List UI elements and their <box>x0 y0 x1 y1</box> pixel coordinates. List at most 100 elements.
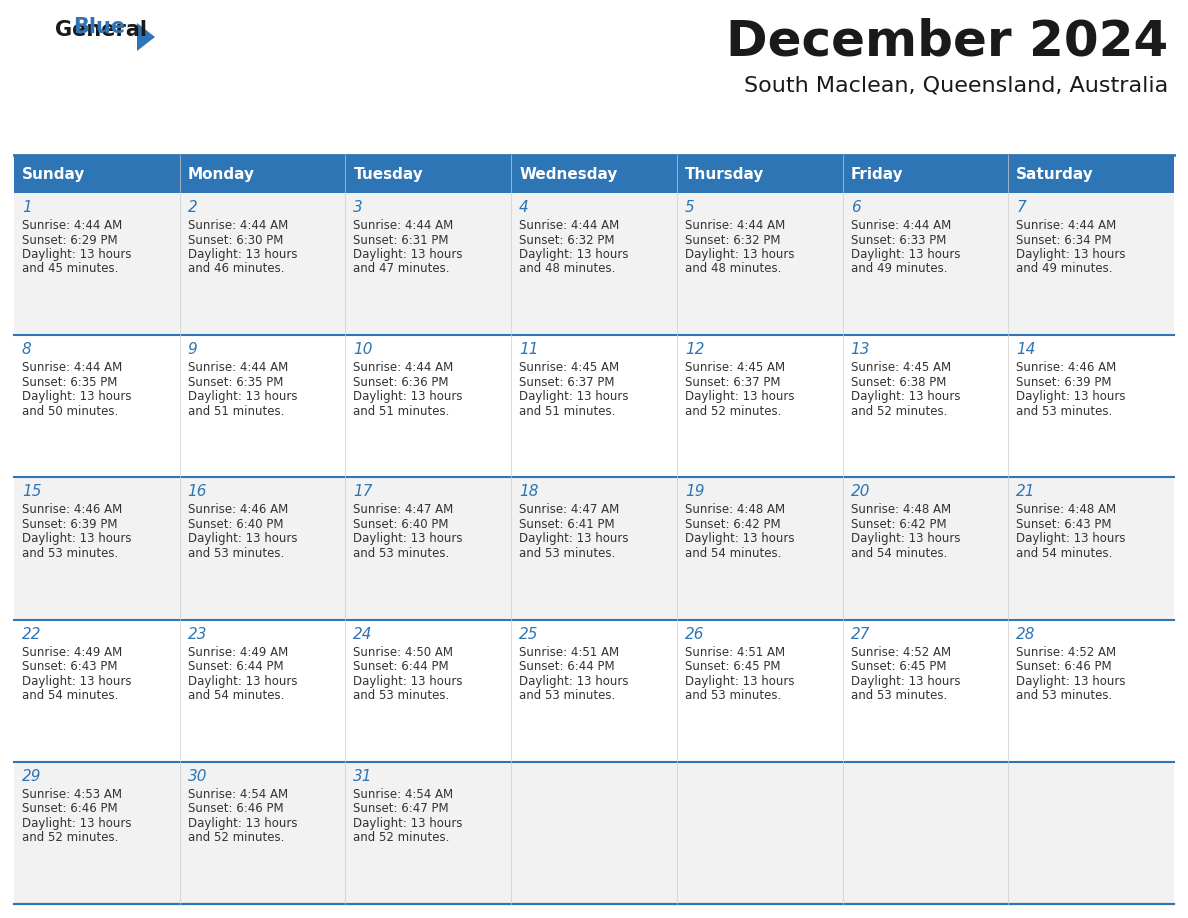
Text: and 53 minutes.: and 53 minutes. <box>353 689 450 702</box>
Text: Sunset: 6:38 PM: Sunset: 6:38 PM <box>851 375 946 388</box>
Text: and 52 minutes.: and 52 minutes. <box>684 405 782 418</box>
Text: Daylight: 13 hours: Daylight: 13 hours <box>519 532 628 545</box>
Text: and 53 minutes.: and 53 minutes. <box>353 547 450 560</box>
Text: 9: 9 <box>188 342 197 357</box>
Text: Sunrise: 4:44 AM: Sunrise: 4:44 AM <box>684 219 785 232</box>
Text: Sunrise: 4:51 AM: Sunrise: 4:51 AM <box>684 645 785 658</box>
Bar <box>346 335 511 477</box>
Bar <box>677 620 842 762</box>
Bar <box>842 620 1009 762</box>
Text: and 53 minutes.: and 53 minutes. <box>1016 405 1112 418</box>
Text: Sunrise: 4:44 AM: Sunrise: 4:44 AM <box>23 361 122 375</box>
Text: Sunset: 6:39 PM: Sunset: 6:39 PM <box>23 518 118 531</box>
Text: Daylight: 13 hours: Daylight: 13 hours <box>23 532 132 545</box>
Text: Sunset: 6:29 PM: Sunset: 6:29 PM <box>23 233 118 247</box>
Bar <box>842 477 1009 620</box>
Text: 11: 11 <box>519 342 538 357</box>
Text: Sunrise: 4:52 AM: Sunrise: 4:52 AM <box>851 645 950 658</box>
Bar <box>179 620 346 762</box>
Text: Sunrise: 4:46 AM: Sunrise: 4:46 AM <box>23 503 122 517</box>
Text: Daylight: 13 hours: Daylight: 13 hours <box>188 675 297 688</box>
Text: Sunrise: 4:54 AM: Sunrise: 4:54 AM <box>353 788 454 800</box>
Text: and 51 minutes.: and 51 minutes. <box>519 405 615 418</box>
Text: 24: 24 <box>353 627 373 642</box>
Text: Sunrise: 4:52 AM: Sunrise: 4:52 AM <box>1016 645 1117 658</box>
Text: Sunset: 6:42 PM: Sunset: 6:42 PM <box>684 518 781 531</box>
Text: Sunset: 6:47 PM: Sunset: 6:47 PM <box>353 802 449 815</box>
Text: Sunset: 6:37 PM: Sunset: 6:37 PM <box>519 375 614 388</box>
Text: 20: 20 <box>851 485 870 499</box>
Text: Daylight: 13 hours: Daylight: 13 hours <box>1016 532 1126 545</box>
Text: Sunrise: 4:53 AM: Sunrise: 4:53 AM <box>23 788 122 800</box>
Bar <box>511 193 677 335</box>
Text: Daylight: 13 hours: Daylight: 13 hours <box>23 248 132 261</box>
Text: Daylight: 13 hours: Daylight: 13 hours <box>1016 390 1126 403</box>
Text: and 54 minutes.: and 54 minutes. <box>684 547 782 560</box>
Bar <box>842 762 1009 904</box>
Text: 7: 7 <box>1016 200 1026 215</box>
Text: Daylight: 13 hours: Daylight: 13 hours <box>188 248 297 261</box>
Text: and 54 minutes.: and 54 minutes. <box>188 689 284 702</box>
Text: Sunrise: 4:44 AM: Sunrise: 4:44 AM <box>188 361 287 375</box>
Text: Daylight: 13 hours: Daylight: 13 hours <box>23 675 132 688</box>
Text: 1: 1 <box>23 200 32 215</box>
Text: Sunset: 6:43 PM: Sunset: 6:43 PM <box>23 660 118 673</box>
Bar <box>511 477 677 620</box>
Text: Daylight: 13 hours: Daylight: 13 hours <box>851 532 960 545</box>
Text: 30: 30 <box>188 768 207 784</box>
Text: Sunrise: 4:44 AM: Sunrise: 4:44 AM <box>353 361 454 375</box>
Text: 14: 14 <box>1016 342 1036 357</box>
Text: Sunrise: 4:46 AM: Sunrise: 4:46 AM <box>1016 361 1117 375</box>
Text: Daylight: 13 hours: Daylight: 13 hours <box>851 390 960 403</box>
Bar <box>677 335 842 477</box>
Bar <box>511 620 677 762</box>
Text: Sunset: 6:30 PM: Sunset: 6:30 PM <box>188 233 283 247</box>
Text: Daylight: 13 hours: Daylight: 13 hours <box>353 817 463 830</box>
Text: and 50 minutes.: and 50 minutes. <box>23 405 119 418</box>
Bar <box>1009 193 1174 335</box>
Text: Saturday: Saturday <box>1016 166 1094 182</box>
Text: Sunset: 6:31 PM: Sunset: 6:31 PM <box>353 233 449 247</box>
Text: Friday: Friday <box>851 166 903 182</box>
Text: and 54 minutes.: and 54 minutes. <box>851 547 947 560</box>
Text: and 51 minutes.: and 51 minutes. <box>188 405 284 418</box>
Text: and 53 minutes.: and 53 minutes. <box>851 689 947 702</box>
Text: Sunrise: 4:44 AM: Sunrise: 4:44 AM <box>519 219 619 232</box>
Bar <box>1009 155 1174 193</box>
Text: and 53 minutes.: and 53 minutes. <box>519 547 615 560</box>
Text: and 53 minutes.: and 53 minutes. <box>1016 689 1112 702</box>
Text: Sunday: Sunday <box>23 166 86 182</box>
Text: Blue: Blue <box>72 17 125 37</box>
Text: Sunset: 6:41 PM: Sunset: 6:41 PM <box>519 518 614 531</box>
Text: Daylight: 13 hours: Daylight: 13 hours <box>188 817 297 830</box>
Text: Daylight: 13 hours: Daylight: 13 hours <box>188 390 297 403</box>
Text: Sunrise: 4:44 AM: Sunrise: 4:44 AM <box>851 219 950 232</box>
Text: Daylight: 13 hours: Daylight: 13 hours <box>684 248 795 261</box>
Bar <box>1009 620 1174 762</box>
Text: Daylight: 13 hours: Daylight: 13 hours <box>684 390 795 403</box>
Text: Daylight: 13 hours: Daylight: 13 hours <box>353 675 463 688</box>
Bar <box>677 193 842 335</box>
Text: Daylight: 13 hours: Daylight: 13 hours <box>519 675 628 688</box>
Text: Sunrise: 4:54 AM: Sunrise: 4:54 AM <box>188 788 287 800</box>
Text: Sunset: 6:35 PM: Sunset: 6:35 PM <box>23 375 118 388</box>
Text: 3: 3 <box>353 200 364 215</box>
Text: Sunrise: 4:48 AM: Sunrise: 4:48 AM <box>684 503 785 517</box>
Bar <box>179 762 346 904</box>
Text: Sunrise: 4:45 AM: Sunrise: 4:45 AM <box>851 361 950 375</box>
Text: Sunrise: 4:49 AM: Sunrise: 4:49 AM <box>23 645 122 658</box>
Text: and 52 minutes.: and 52 minutes. <box>23 832 119 845</box>
Text: Daylight: 13 hours: Daylight: 13 hours <box>519 248 628 261</box>
Text: Sunrise: 4:48 AM: Sunrise: 4:48 AM <box>1016 503 1117 517</box>
Bar <box>842 193 1009 335</box>
Text: Daylight: 13 hours: Daylight: 13 hours <box>519 390 628 403</box>
Text: Sunrise: 4:44 AM: Sunrise: 4:44 AM <box>1016 219 1117 232</box>
Text: Daylight: 13 hours: Daylight: 13 hours <box>1016 675 1126 688</box>
Text: and 51 minutes.: and 51 minutes. <box>353 405 450 418</box>
Text: and 48 minutes.: and 48 minutes. <box>684 263 782 275</box>
Text: Daylight: 13 hours: Daylight: 13 hours <box>353 390 463 403</box>
Text: Sunset: 6:46 PM: Sunset: 6:46 PM <box>23 802 118 815</box>
Text: Sunset: 6:32 PM: Sunset: 6:32 PM <box>684 233 781 247</box>
Text: 27: 27 <box>851 627 870 642</box>
Text: and 47 minutes.: and 47 minutes. <box>353 263 450 275</box>
